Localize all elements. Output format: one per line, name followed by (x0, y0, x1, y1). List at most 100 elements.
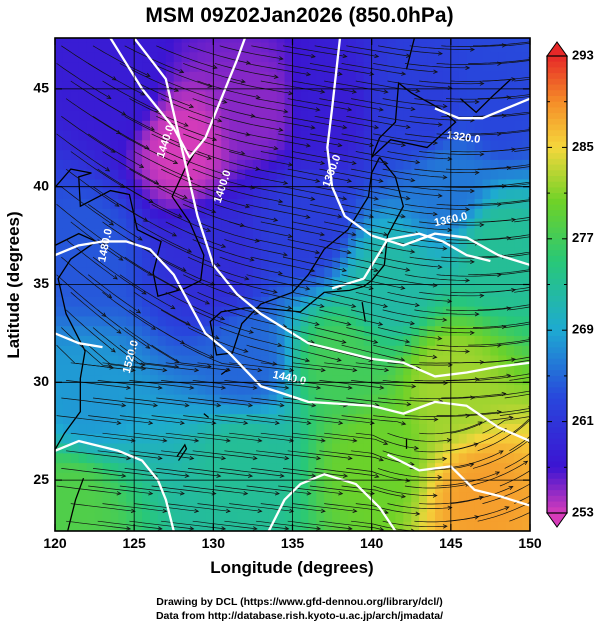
heat-cell (482, 462, 492, 473)
heat-cell (276, 276, 286, 288)
streamline-arrow (278, 56, 284, 61)
heat-cell (126, 511, 135, 522)
heat-cell (403, 345, 412, 356)
streamline-arrow (410, 177, 416, 183)
colorbar-tick-label: 277 (572, 230, 594, 245)
heat-cell (197, 462, 207, 473)
heat-cell (268, 100, 278, 111)
heat-cell (55, 257, 64, 268)
heat-cell (237, 110, 246, 121)
heat-cell (245, 100, 254, 111)
heat-cell (165, 315, 175, 327)
streamline (414, 378, 479, 382)
heat-cell (260, 38, 270, 43)
coastline-segment (55, 232, 98, 451)
heat-cell (205, 472, 214, 483)
heat-cell (229, 149, 238, 160)
heat-cell (94, 71, 104, 82)
streamline-arrow (470, 47, 475, 52)
heat-cell (205, 227, 214, 239)
heat-cell (490, 51, 499, 63)
heat-cell (458, 403, 468, 415)
heat-cell (55, 129, 64, 141)
heat-cell (157, 433, 167, 444)
heat-cell (300, 472, 309, 483)
heat-cell (308, 61, 317, 72)
heat-cell (355, 110, 365, 121)
heat-cell (102, 482, 112, 493)
heat-cell (118, 354, 127, 366)
heat-cell (466, 139, 476, 151)
heat-cell (458, 335, 468, 346)
heat-cell (363, 159, 373, 170)
heat-cell (181, 286, 191, 297)
heat-cell (435, 178, 444, 190)
heat-cell (221, 38, 230, 43)
colorbar-cell (547, 313, 567, 320)
streamline (187, 115, 250, 136)
heat-cell (157, 491, 167, 503)
streamline-arrow (184, 403, 190, 408)
heat-cell (245, 296, 254, 307)
streamline-arrow (194, 438, 200, 443)
heat-cell (142, 452, 151, 464)
heat-cell (371, 198, 381, 209)
heat-cell (379, 237, 389, 248)
streamline-arrow (341, 267, 347, 273)
heat-cell (252, 296, 262, 307)
heat-cell (245, 257, 254, 268)
heat-cell (332, 149, 341, 160)
heat-cell (506, 296, 515, 307)
streamline (504, 42, 530, 47)
heat-cell (213, 227, 222, 239)
heat-cell (221, 217, 230, 229)
heat-cell (514, 120, 523, 131)
heat-cell (411, 472, 420, 483)
heat-cell (205, 296, 214, 307)
heat-cell (340, 306, 349, 317)
heat-cell (126, 38, 135, 43)
heat-cell (371, 296, 381, 307)
heat-cell (474, 227, 484, 239)
heat-cell (229, 110, 238, 121)
heat-cell (284, 423, 294, 434)
heat-cell (252, 247, 262, 258)
heat-cell (134, 384, 143, 395)
heat-cell (419, 120, 428, 131)
colorbar-cell (547, 347, 567, 354)
streamline (404, 133, 470, 139)
streamline-arrow (470, 395, 476, 400)
heat-cell (173, 188, 183, 200)
heat-cell (340, 462, 349, 473)
heat-cell (482, 159, 492, 170)
heat-cell (118, 482, 127, 493)
heat-cell (300, 491, 309, 503)
streamline-arrow (278, 199, 284, 204)
streamline-arrow (508, 486, 514, 490)
heat-cell (237, 511, 246, 522)
height-contour (386, 453, 530, 507)
heat-cell (371, 482, 381, 493)
heat-cell (292, 139, 302, 151)
heat-cell (419, 335, 428, 346)
heat-cell (94, 364, 104, 376)
heat-cell (165, 120, 175, 131)
heat-cell (221, 71, 230, 82)
heat-cell (347, 511, 357, 522)
heat-cell (466, 227, 476, 239)
heat-cell (150, 178, 159, 190)
heat-cell (86, 41, 96, 53)
heat-cell (252, 335, 262, 346)
heat-cell (126, 198, 135, 209)
heat-cell (110, 276, 119, 288)
heat-cell (221, 452, 230, 464)
heat-cell (435, 217, 444, 229)
heat-cell (197, 354, 207, 366)
heat-cell (490, 159, 499, 170)
heat-cell (347, 452, 357, 464)
heat-cell (514, 237, 523, 248)
streamline-arrow (465, 65, 471, 71)
heat-cell (252, 198, 262, 209)
heat-cell (142, 217, 151, 229)
heat-cell (490, 403, 499, 415)
